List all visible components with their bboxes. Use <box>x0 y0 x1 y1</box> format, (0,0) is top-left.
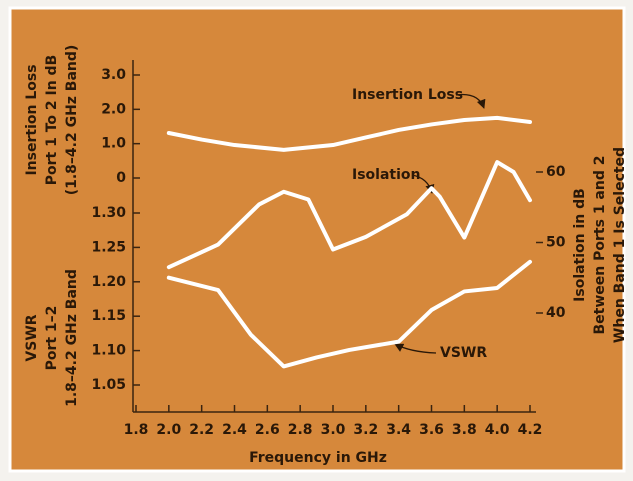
axis-label: When Band 1 Is Selected <box>612 147 628 343</box>
x-axis-label: Frequency in GHz <box>249 450 387 466</box>
x-tick-label: 3.2 <box>353 422 378 438</box>
y-tick-label: 1.05 <box>91 377 126 393</box>
x-tick-label: 2.6 <box>255 422 280 438</box>
axis-label: Insertion Loss <box>24 64 40 175</box>
axis-label: Port 1 To 2 In dB <box>44 55 60 186</box>
x-tick-label: 2.8 <box>288 422 313 438</box>
x-tick-label: 2.0 <box>156 422 181 438</box>
x-tick-label: 3.6 <box>419 422 444 438</box>
chart-background <box>8 6 626 473</box>
axis-label: 1.8–4.2 GHz Band <box>64 269 80 407</box>
axis-label: (1.8–4.2 GHz Band) <box>64 45 80 196</box>
x-tick-label: 3.0 <box>321 422 346 438</box>
y-tick-label: 1.20 <box>91 274 126 290</box>
y-tick-label: 2.0 <box>101 101 126 117</box>
series-label: Isolation <box>352 167 420 183</box>
series-label: Insertion Loss <box>352 87 463 103</box>
axis-label: Isolation in dB <box>572 188 588 302</box>
y-tick-label: 0 <box>116 170 126 186</box>
series-label: VSWR <box>440 345 487 361</box>
y-tick-label: 1.15 <box>91 308 126 324</box>
series-line <box>166 115 532 152</box>
axis-label: Between Ports 1 and 2 <box>592 156 608 335</box>
x-tick-label: 4.0 <box>485 422 510 438</box>
y-tick-label: 1.10 <box>91 343 126 359</box>
x-tick-label: 2.2 <box>189 422 214 438</box>
annotation-arrow <box>394 343 437 354</box>
y2-tick-label: 50 <box>546 235 566 251</box>
y-tick-label: 3.0 <box>101 67 126 83</box>
x-tick-label: 3.4 <box>386 422 411 438</box>
axis-label: Port 1–2 <box>44 306 60 371</box>
x-tick-label: 2.4 <box>222 422 247 438</box>
y2-tick-label: 60 <box>546 164 566 180</box>
x-tick-label: 1.8 <box>124 422 149 438</box>
y-tick-label: 1.25 <box>91 239 126 255</box>
axis-label: VSWR <box>24 314 40 361</box>
x-tick-label: 4.2 <box>518 422 543 438</box>
y2-tick-label: 40 <box>546 305 566 321</box>
annotation-arrow <box>455 93 486 109</box>
series-line <box>166 160 532 270</box>
series-line <box>166 259 532 369</box>
y-tick-label: 1.30 <box>91 205 126 221</box>
y-tick-label: 1.0 <box>101 136 126 152</box>
x-tick-label: 3.8 <box>452 422 477 438</box>
